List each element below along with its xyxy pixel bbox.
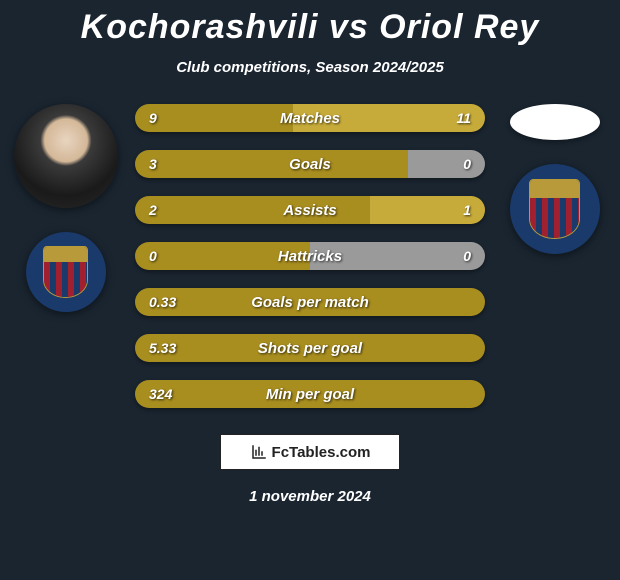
stat-row: 00Hattricks: [135, 242, 485, 270]
stat-label: Hattricks: [135, 242, 485, 270]
stat-row: 0.33Goals per match: [135, 288, 485, 316]
comparison-area: 911Matches 30Goals 21Assists 00Hattricks 0.3…: [0, 104, 620, 408]
club-badge-right: [510, 164, 600, 254]
stat-row: 30Goals: [135, 150, 485, 178]
club-badge-left: [26, 232, 106, 312]
left-player-column: [8, 104, 123, 312]
date-text: 1 november 2024: [0, 488, 620, 505]
player-photo-right-placeholder: [510, 104, 600, 140]
right-player-column: [497, 104, 612, 254]
stat-row: 324Min per goal: [135, 380, 485, 408]
stat-label: Assists: [135, 196, 485, 224]
stat-bars: 911Matches 30Goals 21Assists 00Hattricks 0.3…: [135, 104, 485, 408]
chart-icon: [250, 443, 268, 461]
stat-label: Goals: [135, 150, 485, 178]
page-title: Kochorashvili vs Oriol Rey: [0, 0, 620, 47]
fctables-logo: FcTables.com: [220, 434, 400, 470]
page-subtitle: Club competitions, Season 2024/2025: [0, 59, 620, 76]
stat-row: 911Matches: [135, 104, 485, 132]
player-photo-left: [14, 104, 118, 208]
stat-label: Goals per match: [135, 288, 485, 316]
stat-label: Shots per goal: [135, 334, 485, 362]
stat-row: 5.33Shots per goal: [135, 334, 485, 362]
stat-label: Matches: [135, 104, 485, 132]
stat-row: 21Assists: [135, 196, 485, 224]
stat-label: Min per goal: [135, 380, 485, 408]
logo-text: FcTables.com: [272, 444, 371, 461]
